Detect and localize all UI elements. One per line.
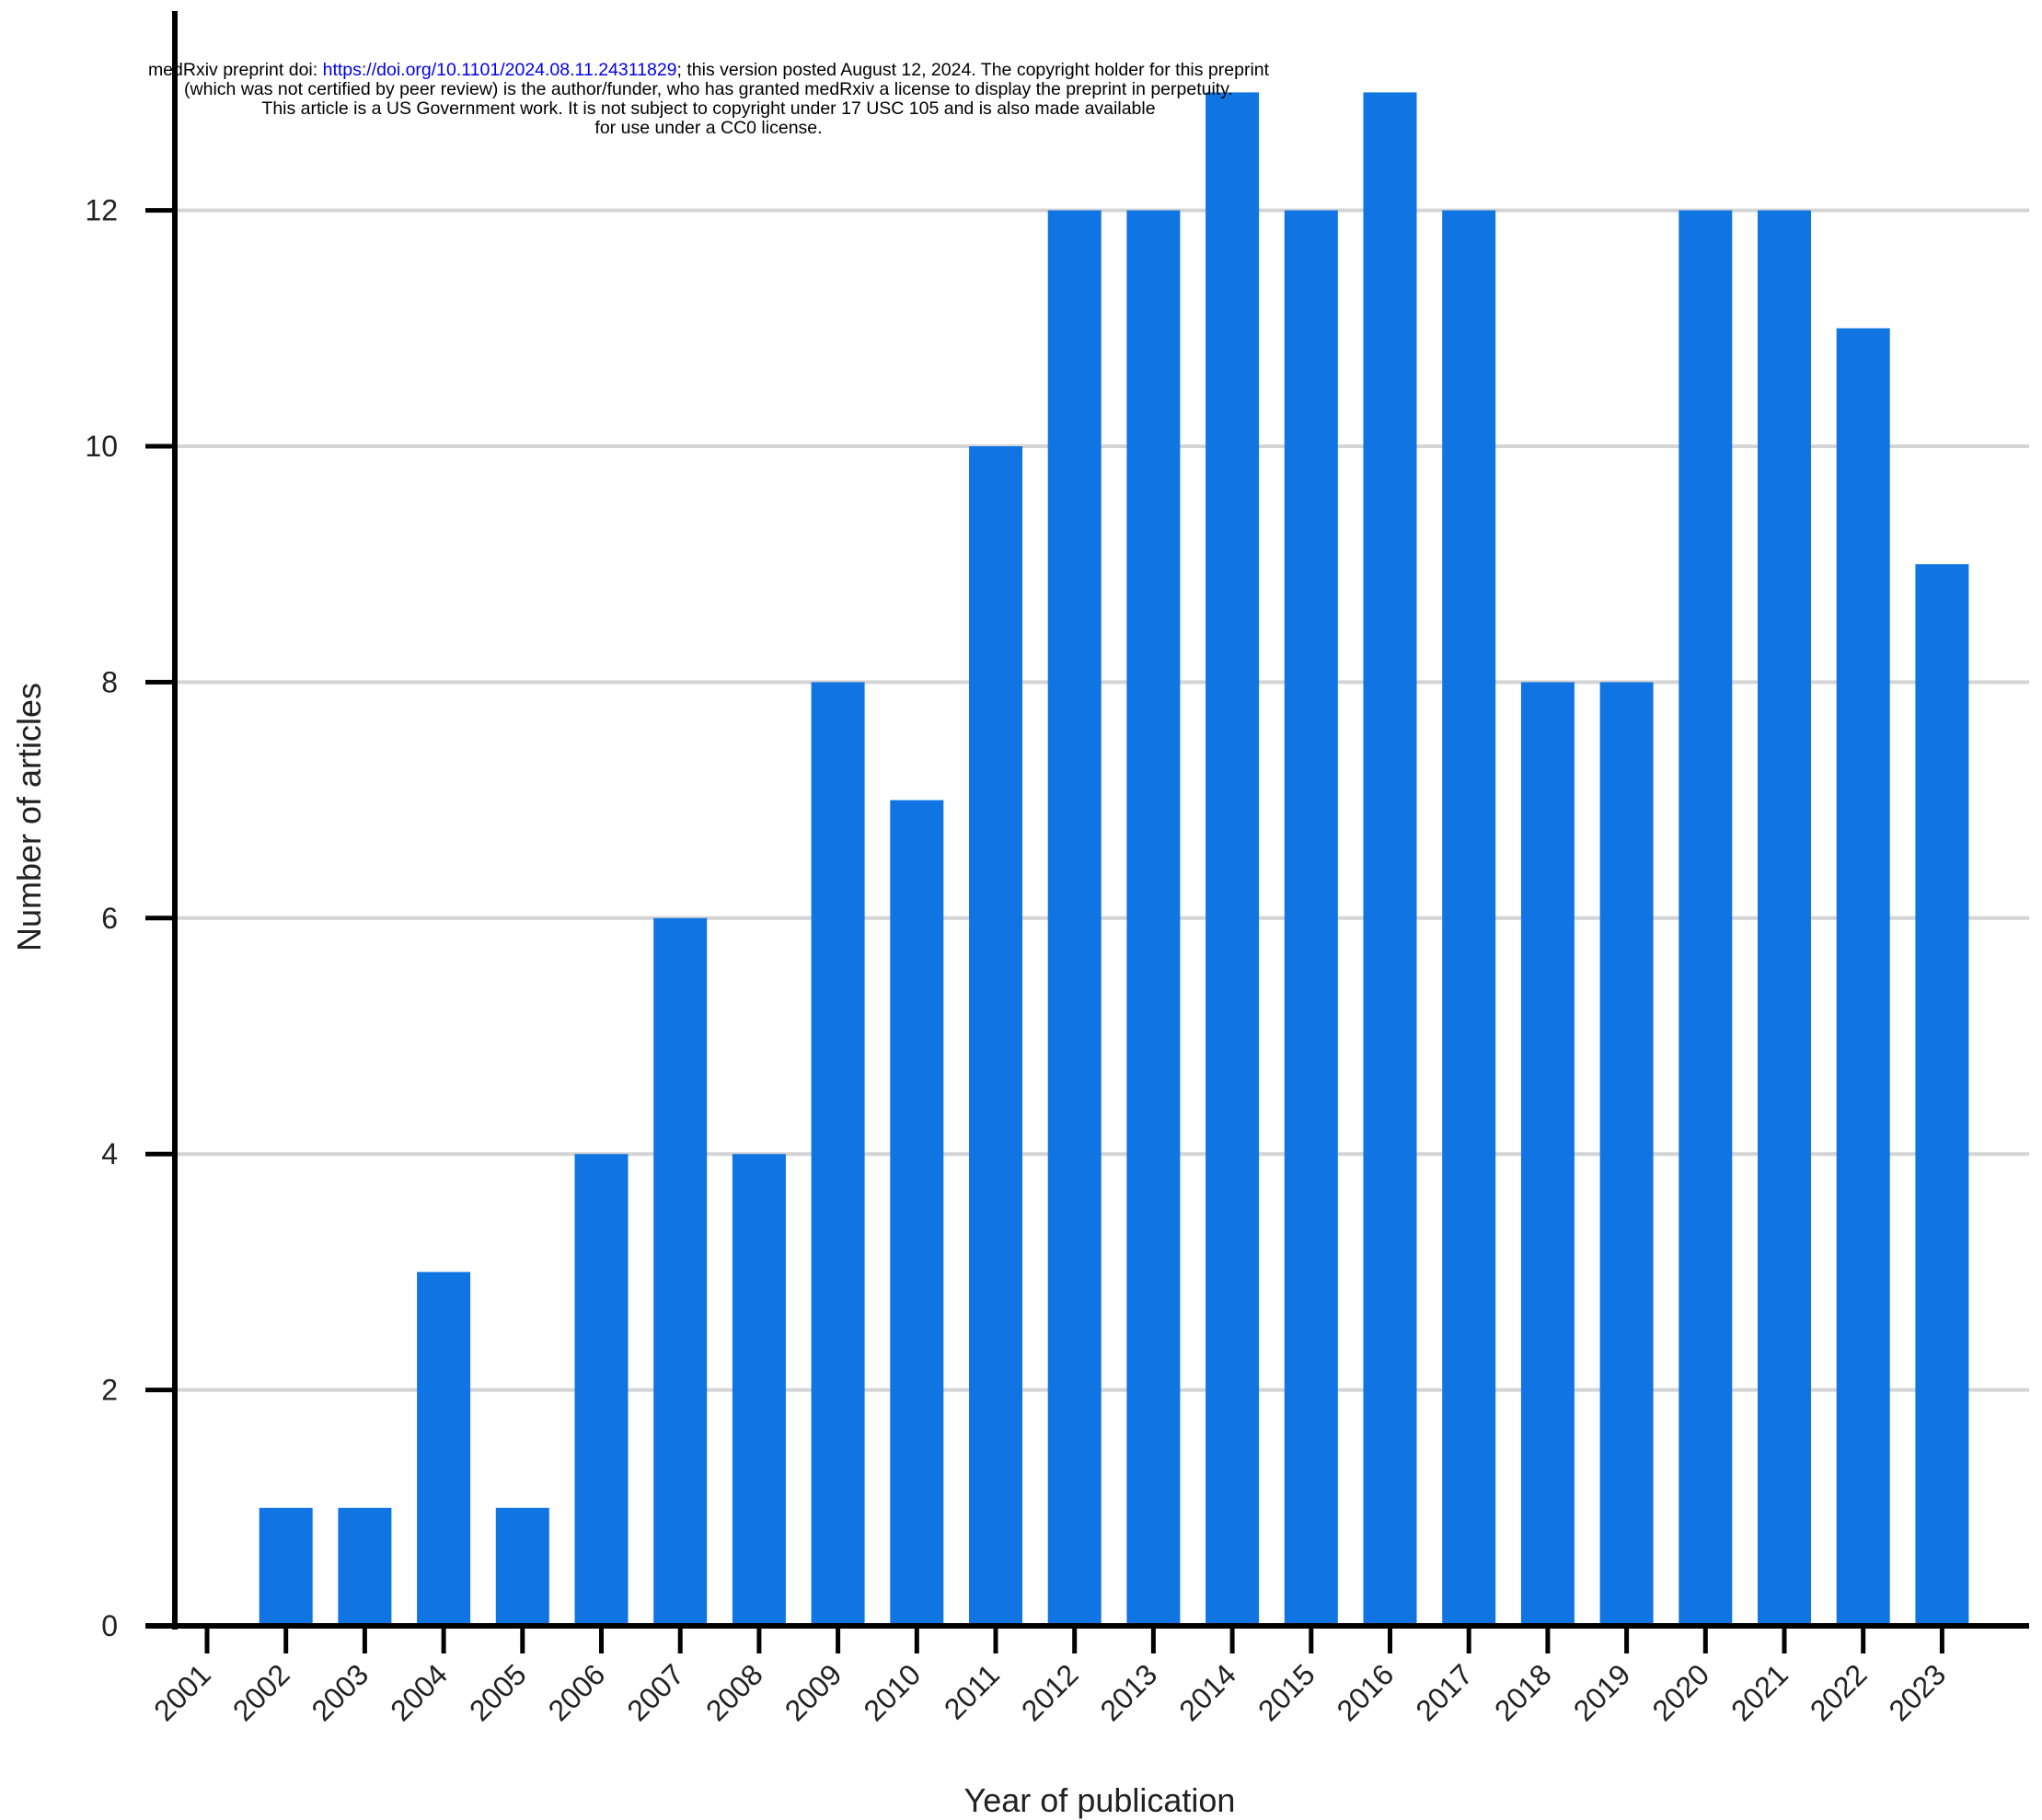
bar-2020 bbox=[1679, 210, 1733, 1627]
bar-2003 bbox=[338, 1507, 392, 1626]
axes bbox=[145, 11, 2029, 1630]
y-tick-label-0: 0 bbox=[101, 1609, 118, 1642]
y-tick-label-8: 8 bbox=[101, 665, 118, 698]
notice-line-3: This article is a US Government work. It… bbox=[261, 98, 1156, 119]
x-tick-label-2009: 2009 bbox=[779, 1657, 848, 1727]
x-tick-label-2013: 2013 bbox=[1094, 1657, 1164, 1727]
bar-2002 bbox=[259, 1507, 313, 1626]
bar-2012 bbox=[1047, 210, 1102, 1627]
notice-prefix: medRxiv preprint doi: bbox=[147, 60, 323, 80]
x-axis-title: Year of publication bbox=[964, 1781, 1236, 1819]
doi-link[interactable]: https://doi.org/10.1101/2024.08.11.24311… bbox=[322, 60, 677, 80]
x-tick-label-2007: 2007 bbox=[620, 1657, 690, 1727]
preprint-notice: medRxiv preprint doi: https://doi.org/10… bbox=[46, 61, 1371, 138]
notice-line-1: medRxiv preprint doi: https://doi.org/10… bbox=[46, 61, 1371, 80]
x-tick-label-2001: 2001 bbox=[147, 1657, 217, 1727]
x-tick-label-2018: 2018 bbox=[1488, 1657, 1558, 1727]
x-tick-label-2017: 2017 bbox=[1409, 1657, 1479, 1727]
y-ticks: 0 2 4 6 8 10 12 bbox=[85, 194, 175, 1642]
x-tick-label-2021: 2021 bbox=[1725, 1657, 1794, 1727]
bar-2014 bbox=[1206, 92, 1260, 1626]
bar-2005 bbox=[495, 1507, 549, 1626]
bar-2004 bbox=[417, 1272, 471, 1626]
x-tick-label-2006: 2006 bbox=[542, 1657, 612, 1727]
x-tick-label-2019: 2019 bbox=[1567, 1657, 1637, 1727]
bar-2015 bbox=[1284, 210, 1338, 1627]
bar-2022 bbox=[1836, 328, 1890, 1626]
bar-2016 bbox=[1363, 92, 1417, 1626]
y-tick-label-6: 6 bbox=[101, 902, 118, 935]
y-tick-label-12: 12 bbox=[85, 194, 118, 227]
bar-2019 bbox=[1599, 682, 1654, 1626]
bar-2008 bbox=[732, 1154, 786, 1626]
x-tick-label-2014: 2014 bbox=[1172, 1657, 1242, 1727]
x-tick-label-2015: 2015 bbox=[1252, 1657, 1321, 1727]
notice-suffix: ; this version posted August 12, 2024. T… bbox=[676, 60, 1270, 80]
x-ticks: 2001 2002 2003 2004 2005 2006 2007 2008 2009 2010… bbox=[147, 1626, 1952, 1727]
bar-2017 bbox=[1442, 210, 1496, 1627]
x-tick-label-2005: 2005 bbox=[463, 1657, 533, 1727]
bar-2007 bbox=[653, 917, 708, 1626]
x-tick-label-2022: 2022 bbox=[1804, 1657, 1874, 1727]
x-tick-label-2016: 2016 bbox=[1331, 1657, 1401, 1727]
bar-2010 bbox=[890, 800, 944, 1626]
x-tick-label-2023: 2023 bbox=[1883, 1657, 1953, 1727]
y-tick-label-2: 2 bbox=[101, 1374, 118, 1407]
x-tick-label-2002: 2002 bbox=[226, 1657, 296, 1727]
bar-2013 bbox=[1126, 210, 1181, 1627]
bars bbox=[259, 92, 1969, 1627]
gridlines bbox=[175, 208, 2029, 1392]
x-tick-label-2003: 2003 bbox=[306, 1657, 375, 1727]
bar-2021 bbox=[1758, 210, 1811, 1627]
x-tick-label-2010: 2010 bbox=[857, 1657, 927, 1727]
x-tick-label-2011: 2011 bbox=[938, 1657, 1006, 1725]
bar-2009 bbox=[811, 682, 865, 1626]
bar-2006 bbox=[574, 1154, 629, 1626]
bar-2011 bbox=[969, 446, 1022, 1626]
y-tick-label-4: 4 bbox=[101, 1137, 118, 1170]
y-axis-title: Number of articles bbox=[10, 683, 48, 951]
notice-line-2: (which was not certified by peer review)… bbox=[184, 79, 1233, 99]
bar-2018 bbox=[1520, 682, 1575, 1626]
x-tick-label-2004: 2004 bbox=[384, 1657, 454, 1727]
x-tick-label-2012: 2012 bbox=[1015, 1657, 1085, 1727]
notice-line-4: for use under a CC0 license. bbox=[594, 118, 823, 138]
y-tick-label-10: 10 bbox=[85, 430, 118, 463]
x-tick-label-2020: 2020 bbox=[1645, 1657, 1715, 1727]
bar-2023 bbox=[1915, 564, 1969, 1627]
x-tick-label-2008: 2008 bbox=[699, 1657, 769, 1727]
